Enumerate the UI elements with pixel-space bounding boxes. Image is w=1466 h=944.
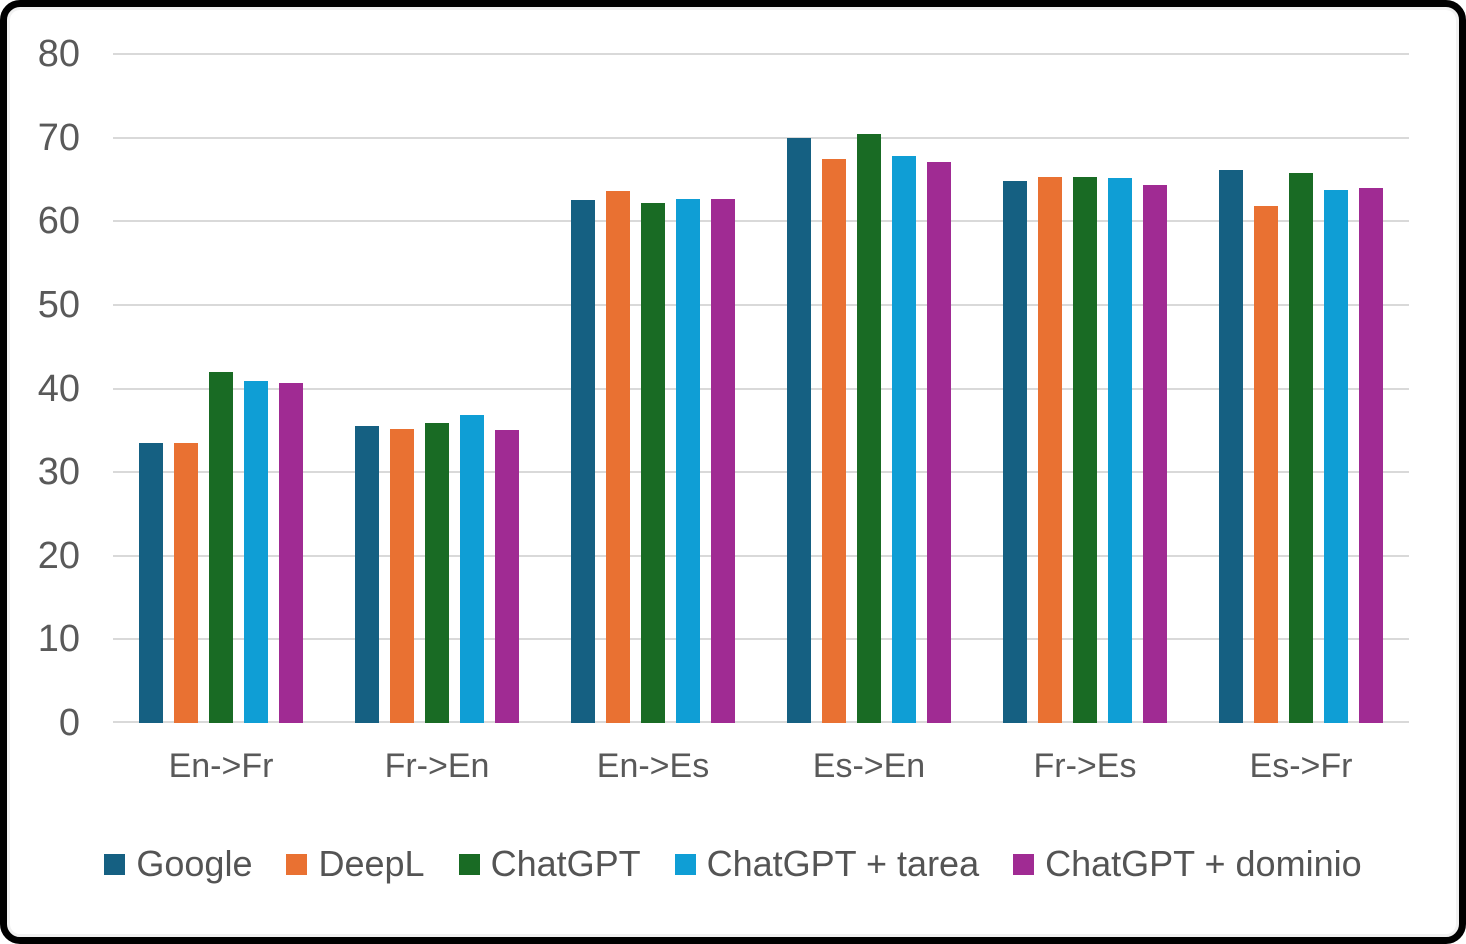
legend-swatch-google (104, 853, 126, 875)
bar-deepl-es-fr (1254, 206, 1278, 723)
bar-chatgpt-es-fr (1289, 172, 1313, 723)
gridline-80 (113, 53, 1409, 55)
x-axis-category-labels: En->Fr Fr->En En->Es Es->En Fr->Es Es->Fr (113, 747, 1409, 786)
bar-group-es-en (761, 54, 977, 723)
bar-google-en-fr (139, 442, 163, 723)
y-tick-label-60: 60 (37, 200, 80, 243)
bar-chatgpt-dominio-fr-es (1143, 185, 1167, 723)
bar-google-fr-en (355, 426, 379, 723)
y-tick-label-20: 20 (37, 534, 80, 577)
bar-chatgpt-tarea-es-fr (1324, 190, 1348, 723)
bar-chatgpt-en-es (641, 202, 665, 723)
bar-deepl-es-en (822, 159, 846, 723)
bar-chatgpt-en-fr (209, 371, 233, 723)
bar-group-es-fr (1193, 54, 1409, 723)
legend-item-deepl: DeepL (286, 843, 425, 885)
legend-item-chatgpt-dominio: ChatGPT + dominio (1013, 843, 1362, 885)
y-tick-label-40: 40 (37, 367, 80, 410)
x-category-label-en-fr: En->Fr (168, 747, 274, 785)
gridline-60 (113, 220, 1409, 222)
bar-chatgpt-dominio-es-en (927, 161, 951, 723)
bar-chatgpt-dominio-en-fr (279, 383, 303, 723)
bar-chatgpt-tarea-fr-es (1108, 177, 1132, 723)
legend-swatch-deepl (286, 853, 308, 875)
gridline-40 (113, 388, 1409, 390)
legend-item-chatgpt: ChatGPT (458, 843, 641, 885)
legend-label-chatgpt-dominio: ChatGPT + dominio (1045, 843, 1362, 884)
legend-item-chatgpt-tarea: ChatGPT + tarea (674, 843, 980, 885)
gridline-20 (113, 555, 1409, 557)
gridline-30 (113, 471, 1409, 473)
bar-chatgpt-es-en (857, 134, 881, 723)
x-category-label-fr-es: Fr->Es (1033, 747, 1137, 785)
legend-label-deepl: DeepL (318, 843, 425, 884)
gridlines (113, 53, 1409, 723)
y-tick-label-70: 70 (37, 116, 80, 159)
legend: Google DeepL ChatGPT ChatGPT + tarea ChatGPT… (7, 843, 1459, 885)
bar-google-fr-es (1003, 181, 1027, 723)
x-category-label-fr-en: Fr->En (384, 747, 490, 785)
gridline-0 (113, 721, 1409, 723)
bar-google-es-en (787, 137, 811, 723)
bar-chatgpt-fr-en (425, 422, 449, 723)
bar-chatgpt-fr-es (1073, 176, 1097, 723)
bar-deepl-en-es (606, 191, 630, 723)
bar-deepl-en-fr (174, 442, 198, 723)
y-tick-label-0: 0 (58, 702, 80, 744)
x-category-label-en-es: En->Es (596, 747, 710, 785)
legend-label-chatgpt: ChatGPT (490, 843, 641, 884)
x-category-label-es-en: Es->En (812, 747, 926, 785)
bar-chatgpt-dominio-en-es (711, 198, 735, 723)
legend-label-google: Google (136, 843, 253, 884)
y-tick-label-50: 50 (37, 283, 80, 326)
bar-chatgpt-tarea-en-fr (244, 380, 268, 723)
plot-area (113, 53, 1409, 723)
legend-swatch-chatgpt-dominio (1013, 853, 1035, 875)
x-category-label-es-fr: Es->Fr (1249, 747, 1353, 785)
bar-group-en-fr (113, 54, 329, 723)
y-tick-label-10: 10 (37, 618, 80, 661)
bar-chatgpt-tarea-fr-en (460, 415, 484, 723)
gridline-10 (113, 638, 1409, 640)
bar-chatgpt-tarea-en-es (676, 198, 700, 723)
bar-google-en-es (571, 200, 595, 723)
bar-chatgpt-dominio-fr-en (495, 430, 519, 723)
gridline-50 (113, 304, 1409, 306)
legend-item-google: Google (104, 843, 252, 885)
legend-swatch-chatgpt-tarea (674, 853, 696, 875)
bar-deepl-fr-en (390, 428, 414, 723)
y-tick-label-80: 80 (37, 33, 80, 75)
y-tick-label-30: 30 (37, 451, 80, 494)
legend-label-chatgpt-tarea: ChatGPT + tarea (706, 843, 980, 884)
bar-group-fr-en (329, 54, 545, 723)
bar-groups (113, 54, 1409, 723)
bar-group-fr-es (977, 54, 1193, 723)
bar-google-es-fr (1219, 170, 1243, 723)
bar-group-en-es (545, 54, 761, 723)
bar-chatgpt-dominio-es-fr (1359, 187, 1383, 723)
y-axis-tick-labels: 0 10 20 30 40 50 60 70 80 (7, 35, 95, 742)
bar-chatgpt-tarea-es-en (892, 156, 916, 723)
bar-deepl-fr-es (1038, 176, 1062, 723)
legend-swatch-chatgpt (458, 853, 480, 875)
gridline-70 (113, 137, 1409, 139)
